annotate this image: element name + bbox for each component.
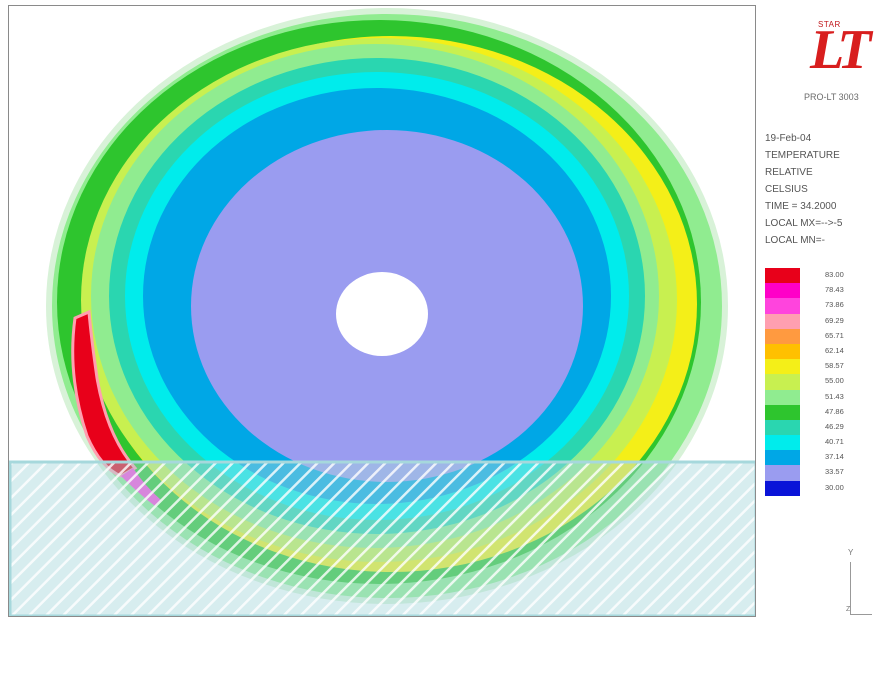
info-local-min: LOCAL MN=-: [765, 235, 825, 246]
legend-swatch: [765, 298, 800, 314]
legend-value: 69.29: [825, 315, 844, 325]
legend-value: 47.86: [825, 406, 844, 416]
contour-plot-viewport[interactable]: [8, 5, 756, 617]
logo-tagline: PRO-LT 3003: [804, 92, 859, 102]
triad-y-label: Y: [848, 548, 854, 557]
legend-swatch: [765, 465, 800, 481]
legend-swatch: [765, 328, 800, 344]
selection-overlay: [9, 460, 755, 616]
legend-value: 83.00: [825, 270, 844, 279]
legend-value: 51.43: [825, 391, 844, 401]
legend-row: 30.00: [765, 480, 889, 496]
info-units: CELSIUS: [765, 184, 808, 195]
center-hole: [336, 272, 428, 356]
plot-info: 19-Feb-04 TEMPERATURE RELATIVE CELSIUS T…: [765, 130, 889, 249]
legend-row: 46.29: [765, 419, 889, 436]
legend-swatch: [765, 283, 800, 299]
side-panel: STAR LT PRO-LT 3003 19-Feb-04 TEMPERATUR…: [760, 0, 889, 684]
legend-value: 40.71: [825, 437, 844, 447]
legend-swatch: [765, 480, 800, 496]
legend-value: 78.43: [825, 285, 844, 295]
legend-swatch: [765, 435, 800, 451]
legend-row: 83.00: [765, 268, 889, 284]
info-date: 19-Feb-04: [765, 133, 812, 144]
triad-z-label: Z: [846, 606, 851, 613]
legend-row: 62.14: [765, 343, 889, 360]
legend-value: 65.71: [825, 330, 844, 340]
info-quantity: TEMPERATURE: [765, 150, 840, 161]
info-time: TIME = 34.2000: [765, 201, 837, 212]
legend-value: 33.57: [825, 467, 844, 477]
legend-value: 55.00: [825, 376, 844, 386]
legend-swatch: [765, 343, 800, 360]
legend-row: 69.29: [765, 313, 889, 329]
legend-value: 73.86: [825, 300, 844, 310]
triad-y-axis: [850, 562, 851, 614]
legend-row: 40.71: [765, 435, 889, 451]
temperature-contour-plot: [9, 8, 755, 616]
legend-swatch: [765, 268, 800, 284]
legend-swatch: [765, 450, 800, 466]
info-local-max: LOCAL MX=-->-5: [765, 218, 843, 229]
legend-swatch: [765, 374, 800, 390]
star-lt-logo: STAR LT PRO-LT 3003: [804, 14, 889, 104]
axis-triad: Y Z: [846, 548, 876, 618]
legend-row: 58.57: [765, 359, 889, 375]
legend-value: 30.00: [825, 482, 844, 492]
legend-row: 78.43: [765, 283, 889, 299]
legend-row: 37.14: [765, 450, 889, 466]
legend-swatch: [765, 419, 800, 436]
legend-swatch: [765, 359, 800, 375]
legend-swatch: [765, 389, 800, 405]
legend-row: 47.86: [765, 404, 889, 420]
info-mode: RELATIVE: [765, 167, 813, 178]
legend-row: 51.43: [765, 389, 889, 405]
legend-row: 33.57: [765, 465, 889, 481]
legend-value: 62.14: [825, 345, 844, 355]
legend-row: 65.71: [765, 328, 889, 344]
color-legend: 83.00 78.43 73.86 69.29 65.71 62.14 58.57 55.00…: [765, 268, 889, 496]
legend-value: 46.29: [825, 421, 844, 431]
legend-value: 58.57: [825, 361, 844, 371]
legend-value: 37.14: [825, 452, 844, 462]
legend-row: 73.86: [765, 298, 889, 314]
logo-mark: LT: [810, 19, 871, 81]
legend-swatch: [765, 404, 800, 420]
legend-swatch: [765, 313, 800, 329]
legend-row: 55.00: [765, 374, 889, 390]
logo-brand: STAR: [818, 20, 841, 29]
triad-x-axis: [850, 614, 872, 615]
